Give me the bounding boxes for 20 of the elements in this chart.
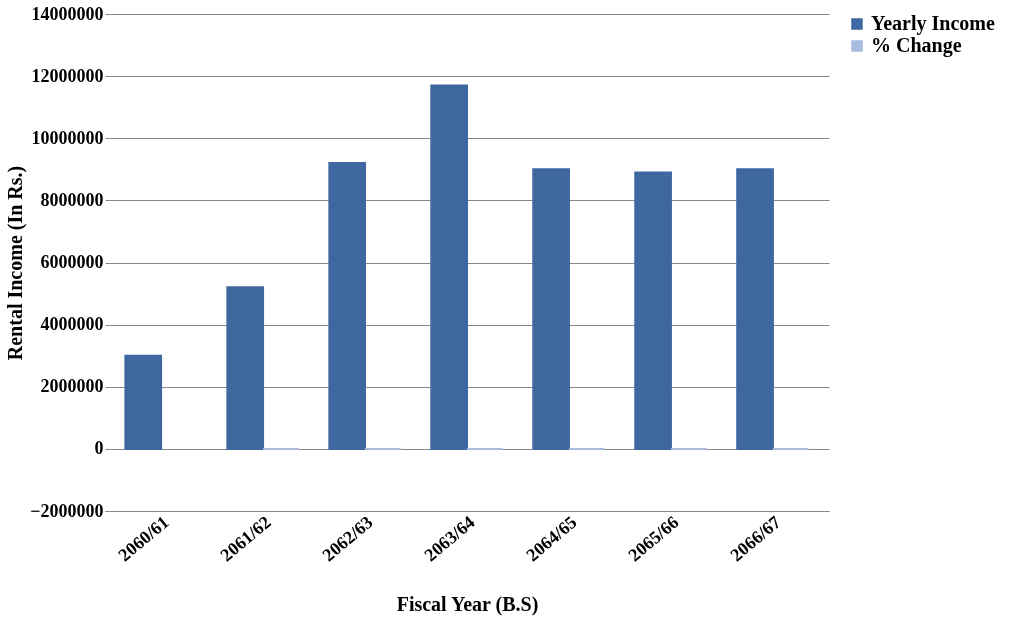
y-tick-label: 12000000 xyxy=(31,65,104,86)
y-tick-label: 8000000 xyxy=(40,189,104,210)
legend-label: Yearly Income xyxy=(871,12,995,35)
y-tick-label: 14000000 xyxy=(31,3,104,24)
y-tick-label: −2000000 xyxy=(30,500,104,521)
bar xyxy=(736,168,774,450)
bar xyxy=(328,162,367,450)
y-tick-label: 0 xyxy=(94,438,104,459)
legend-label: % Change xyxy=(871,34,962,57)
bar xyxy=(226,286,265,450)
x-axis-title: Fiscal Year (B.S) xyxy=(396,593,539,617)
bar xyxy=(634,171,672,450)
y-tick-label: 6000000 xyxy=(40,252,104,272)
y-tick-label: 2000000 xyxy=(40,376,104,397)
bar xyxy=(124,354,163,450)
bar xyxy=(532,168,570,450)
y-tick-label: 10000000 xyxy=(31,127,104,148)
bar xyxy=(430,84,468,450)
y-axis-title: Rental Income (In Rs.) xyxy=(4,165,28,361)
y-tick-label: 4000000 xyxy=(40,314,104,335)
